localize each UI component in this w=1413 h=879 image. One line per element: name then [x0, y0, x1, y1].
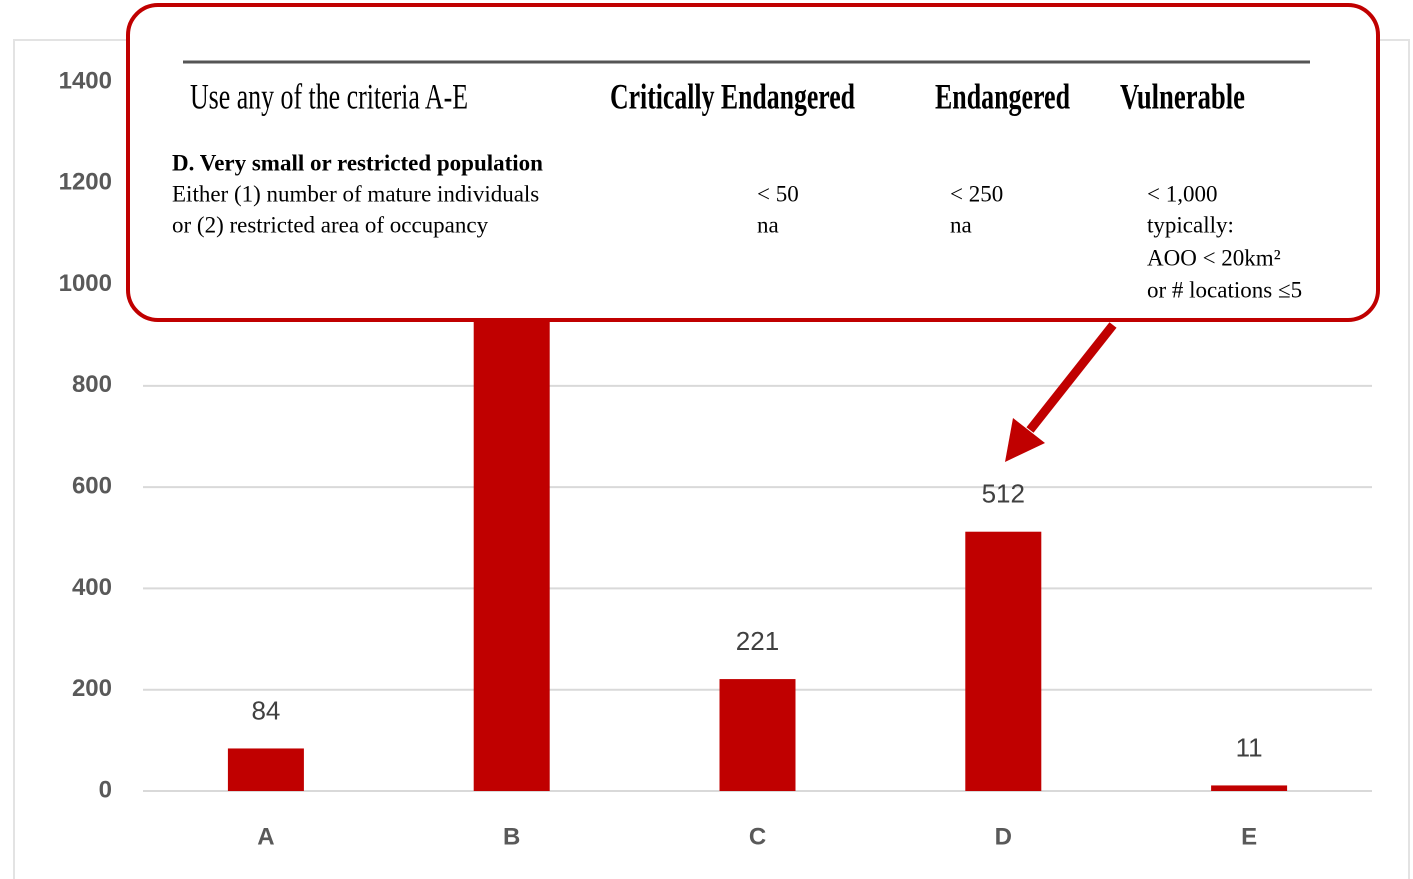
note: or # locations ≤5	[1147, 277, 1302, 302]
header: Endangered	[935, 76, 1070, 116]
y-tick-label: 600	[72, 472, 112, 499]
cell: < 1,000	[1147, 181, 1217, 206]
y-tick-label: 0	[99, 776, 112, 803]
arrow-shaft	[1026, 322, 1117, 433]
header: Use any of the criteria A-E	[190, 76, 468, 116]
section-title: D. Very small or restricted population	[172, 150, 543, 175]
data-label: 221	[736, 626, 779, 656]
y-tick-label: 800	[72, 371, 112, 398]
y-tick-label: 400	[72, 574, 112, 601]
header: Critically Endangered	[610, 76, 855, 116]
callout-box	[126, 3, 1380, 322]
cell: na	[950, 212, 972, 237]
x-tick-label: C	[749, 823, 766, 850]
x-tick-label: A	[257, 823, 274, 850]
cell: na	[757, 212, 779, 237]
cell: typically:	[1147, 212, 1234, 237]
y-tick-label: 1200	[59, 169, 112, 196]
cell: < 50	[757, 181, 799, 206]
bar	[719, 679, 796, 791]
cell: Either (1) number of mature individuals	[172, 181, 539, 206]
header: Vulnerable	[1120, 76, 1245, 116]
x-tick-label: E	[1241, 823, 1257, 850]
data-label: 84	[251, 695, 280, 725]
x-tick-label: D	[995, 823, 1012, 850]
data-label: 512	[982, 479, 1025, 509]
y-tick-label: 1000	[59, 270, 112, 297]
note: AOO < 20km²	[1147, 245, 1281, 270]
y-tick-label: 200	[72, 675, 112, 702]
arrow-head	[1005, 418, 1045, 462]
y-tick-label: 1400	[59, 67, 112, 94]
data-label: 11	[1236, 732, 1263, 762]
callout: Use any of the criteria A-E Critically E…	[126, 3, 1380, 462]
bar	[227, 748, 304, 791]
cell: or (2) restricted area of occupancy	[172, 212, 489, 237]
x-tick-label: B	[503, 823, 520, 850]
bar	[965, 531, 1042, 791]
bar	[1211, 785, 1288, 791]
cell: < 250	[950, 181, 1003, 206]
